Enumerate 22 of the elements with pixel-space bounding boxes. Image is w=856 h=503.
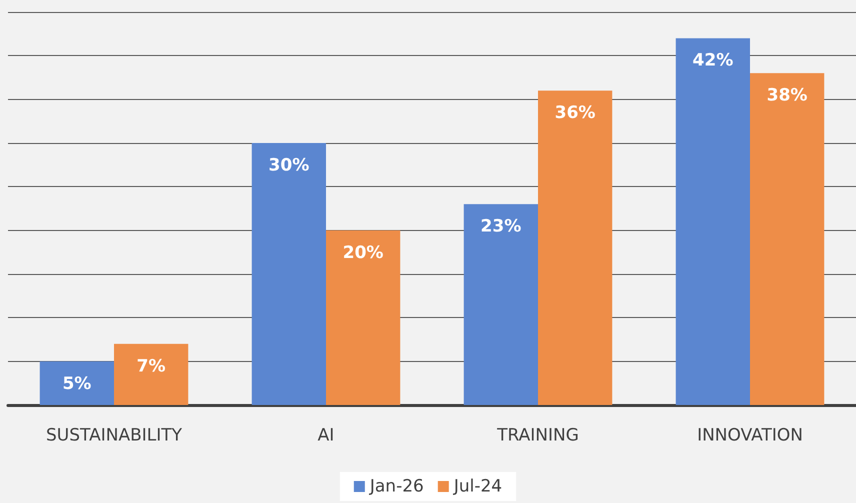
bar — [252, 143, 326, 405]
legend-label: Jan-26 — [368, 476, 424, 496]
data-label: 23% — [480, 216, 522, 237]
x-tick-label: INNOVATION — [697, 426, 803, 446]
data-label: 20% — [342, 242, 384, 263]
data-label: 42% — [692, 50, 734, 71]
x-tick-label: TRAINING — [496, 426, 579, 446]
x-tick-label: AI — [318, 426, 334, 446]
bar — [676, 38, 750, 405]
bar — [40, 361, 114, 405]
data-label: 7% — [136, 356, 166, 376]
data-label: 5% — [62, 374, 92, 394]
bar — [750, 73, 824, 405]
data-label: 36% — [554, 103, 596, 124]
bar — [326, 230, 400, 405]
bar — [114, 344, 188, 405]
x-tick-label: SUSTAINABILITY — [46, 426, 183, 446]
data-label: 30% — [268, 156, 310, 176]
legend-label: Jul-24 — [452, 476, 502, 496]
bar — [464, 204, 538, 405]
data-label: 38% — [766, 86, 808, 106]
bar — [538, 90, 612, 405]
